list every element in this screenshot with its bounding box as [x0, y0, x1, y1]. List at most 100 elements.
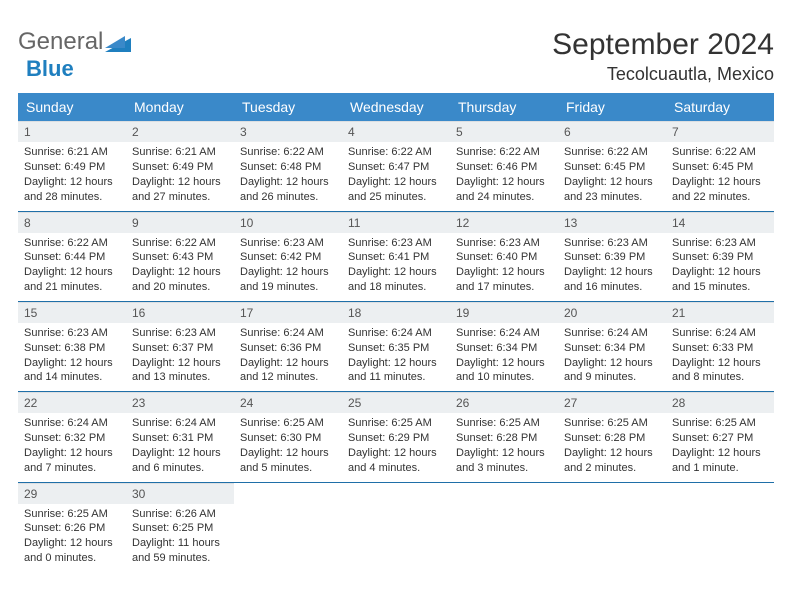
daylight-text: Daylight: 12 hours and 12 minutes. — [240, 356, 336, 386]
day-details: Sunrise: 6:25 AMSunset: 6:30 PMDaylight:… — [234, 413, 342, 481]
sunset-text: Sunset: 6:38 PM — [24, 341, 120, 356]
day-number: 26 — [450, 392, 558, 413]
day-number: 11 — [342, 212, 450, 233]
sunrise-text: Sunrise: 6:24 AM — [456, 326, 552, 341]
daylight-text: Daylight: 12 hours and 21 minutes. — [24, 265, 120, 295]
day-number: 18 — [342, 302, 450, 323]
sunrise-text: Sunrise: 6:22 AM — [672, 145, 768, 160]
sunrise-text: Sunrise: 6:22 AM — [456, 145, 552, 160]
sunrise-text: Sunrise: 6:24 AM — [564, 326, 660, 341]
sunset-text: Sunset: 6:28 PM — [564, 431, 660, 446]
day-number: 7 — [666, 121, 774, 142]
calendar-cell: 4Sunrise: 6:22 AMSunset: 6:47 PMDaylight… — [342, 121, 450, 211]
day-details: Sunrise: 6:21 AMSunset: 6:49 PMDaylight:… — [18, 142, 126, 210]
sunset-text: Sunset: 6:46 PM — [456, 160, 552, 175]
day-details: Sunrise: 6:26 AMSunset: 6:25 PMDaylight:… — [126, 504, 234, 572]
day-details: Sunrise: 6:24 AMSunset: 6:32 PMDaylight:… — [18, 413, 126, 481]
day-details: Sunrise: 6:25 AMSunset: 6:29 PMDaylight:… — [342, 413, 450, 481]
calendar-cell: 30Sunrise: 6:26 AMSunset: 6:25 PMDayligh… — [126, 482, 234, 572]
calendar-cell — [234, 482, 342, 572]
day-details: Sunrise: 6:23 AMSunset: 6:41 PMDaylight:… — [342, 233, 450, 301]
logo: General — [18, 28, 131, 56]
calendar-row: 22Sunrise: 6:24 AMSunset: 6:32 PMDayligh… — [18, 392, 774, 482]
day-details: Sunrise: 6:25 AMSunset: 6:28 PMDaylight:… — [450, 413, 558, 481]
sunset-text: Sunset: 6:45 PM — [564, 160, 660, 175]
daylight-text: Daylight: 12 hours and 13 minutes. — [132, 356, 228, 386]
day-number: 9 — [126, 212, 234, 233]
calendar-cell — [666, 482, 774, 572]
logo-text-1: General — [18, 28, 103, 56]
weekday-header: Sunday — [18, 93, 126, 121]
sunrise-text: Sunrise: 6:21 AM — [132, 145, 228, 160]
day-number: 14 — [666, 212, 774, 233]
day-details: Sunrise: 6:24 AMSunset: 6:34 PMDaylight:… — [558, 323, 666, 391]
sunset-text: Sunset: 6:40 PM — [456, 250, 552, 265]
calendar-table: SundayMondayTuesdayWednesdayThursdayFrid… — [18, 93, 774, 572]
sunset-text: Sunset: 6:34 PM — [456, 341, 552, 356]
day-number: 25 — [342, 392, 450, 413]
daylight-text: Daylight: 12 hours and 19 minutes. — [240, 265, 336, 295]
title-block: September 2024 Tecolcuautla, Mexico — [552, 28, 774, 85]
daylight-text: Daylight: 12 hours and 26 minutes. — [240, 175, 336, 205]
day-details: Sunrise: 6:25 AMSunset: 6:27 PMDaylight:… — [666, 413, 774, 481]
daylight-text: Daylight: 12 hours and 8 minutes. — [672, 356, 768, 386]
weekday-header: Friday — [558, 93, 666, 121]
day-number: 5 — [450, 121, 558, 142]
sunset-text: Sunset: 6:49 PM — [24, 160, 120, 175]
daylight-text: Daylight: 12 hours and 16 minutes. — [564, 265, 660, 295]
daylight-text: Daylight: 12 hours and 23 minutes. — [564, 175, 660, 205]
calendar-cell: 29Sunrise: 6:25 AMSunset: 6:26 PMDayligh… — [18, 482, 126, 572]
day-details: Sunrise: 6:22 AMSunset: 6:48 PMDaylight:… — [234, 142, 342, 210]
sunrise-text: Sunrise: 6:25 AM — [24, 507, 120, 522]
sunset-text: Sunset: 6:26 PM — [24, 521, 120, 536]
calendar-cell: 8Sunrise: 6:22 AMSunset: 6:44 PMDaylight… — [18, 211, 126, 301]
calendar-cell: 17Sunrise: 6:24 AMSunset: 6:36 PMDayligh… — [234, 301, 342, 391]
calendar-cell: 13Sunrise: 6:23 AMSunset: 6:39 PMDayligh… — [558, 211, 666, 301]
calendar-cell: 27Sunrise: 6:25 AMSunset: 6:28 PMDayligh… — [558, 392, 666, 482]
calendar-cell: 15Sunrise: 6:23 AMSunset: 6:38 PMDayligh… — [18, 301, 126, 391]
day-number: 15 — [18, 302, 126, 323]
daylight-text: Daylight: 12 hours and 18 minutes. — [348, 265, 444, 295]
day-number: 21 — [666, 302, 774, 323]
daylight-text: Daylight: 12 hours and 11 minutes. — [348, 356, 444, 386]
daylight-text: Daylight: 12 hours and 25 minutes. — [348, 175, 444, 205]
day-number: 27 — [558, 392, 666, 413]
calendar-cell: 1Sunrise: 6:21 AMSunset: 6:49 PMDaylight… — [18, 121, 126, 211]
day-number: 1 — [18, 121, 126, 142]
day-details: Sunrise: 6:22 AMSunset: 6:44 PMDaylight:… — [18, 233, 126, 301]
daylight-text: Daylight: 12 hours and 14 minutes. — [24, 356, 120, 386]
sunrise-text: Sunrise: 6:24 AM — [132, 416, 228, 431]
sunset-text: Sunset: 6:47 PM — [348, 160, 444, 175]
sunrise-text: Sunrise: 6:23 AM — [132, 326, 228, 341]
day-details: Sunrise: 6:25 AMSunset: 6:26 PMDaylight:… — [18, 504, 126, 572]
daylight-text: Daylight: 12 hours and 2 minutes. — [564, 446, 660, 476]
sunset-text: Sunset: 6:48 PM — [240, 160, 336, 175]
day-number: 19 — [450, 302, 558, 323]
weekday-header: Tuesday — [234, 93, 342, 121]
sunrise-text: Sunrise: 6:24 AM — [24, 416, 120, 431]
day-number: 22 — [18, 392, 126, 413]
calendar-cell: 23Sunrise: 6:24 AMSunset: 6:31 PMDayligh… — [126, 392, 234, 482]
weekday-header: Thursday — [450, 93, 558, 121]
day-number: 17 — [234, 302, 342, 323]
sunrise-text: Sunrise: 6:24 AM — [348, 326, 444, 341]
daylight-text: Daylight: 12 hours and 1 minute. — [672, 446, 768, 476]
sunrise-text: Sunrise: 6:23 AM — [456, 236, 552, 251]
sunrise-text: Sunrise: 6:23 AM — [348, 236, 444, 251]
sunrise-text: Sunrise: 6:21 AM — [24, 145, 120, 160]
daylight-text: Daylight: 11 hours and 59 minutes. — [132, 536, 228, 566]
calendar-cell: 19Sunrise: 6:24 AMSunset: 6:34 PMDayligh… — [450, 301, 558, 391]
daylight-text: Daylight: 12 hours and 28 minutes. — [24, 175, 120, 205]
daylight-text: Daylight: 12 hours and 15 minutes. — [672, 265, 768, 295]
header: General September 2024 Tecolcuautla, Mex… — [18, 28, 774, 85]
day-details: Sunrise: 6:22 AMSunset: 6:45 PMDaylight:… — [558, 142, 666, 210]
sunrise-text: Sunrise: 6:24 AM — [240, 326, 336, 341]
day-number: 29 — [18, 483, 126, 504]
sunset-text: Sunset: 6:39 PM — [564, 250, 660, 265]
calendar-cell: 16Sunrise: 6:23 AMSunset: 6:37 PMDayligh… — [126, 301, 234, 391]
day-number: 30 — [126, 483, 234, 504]
sunset-text: Sunset: 6:42 PM — [240, 250, 336, 265]
sunrise-text: Sunrise: 6:22 AM — [564, 145, 660, 160]
day-details: Sunrise: 6:24 AMSunset: 6:31 PMDaylight:… — [126, 413, 234, 481]
sunset-text: Sunset: 6:35 PM — [348, 341, 444, 356]
